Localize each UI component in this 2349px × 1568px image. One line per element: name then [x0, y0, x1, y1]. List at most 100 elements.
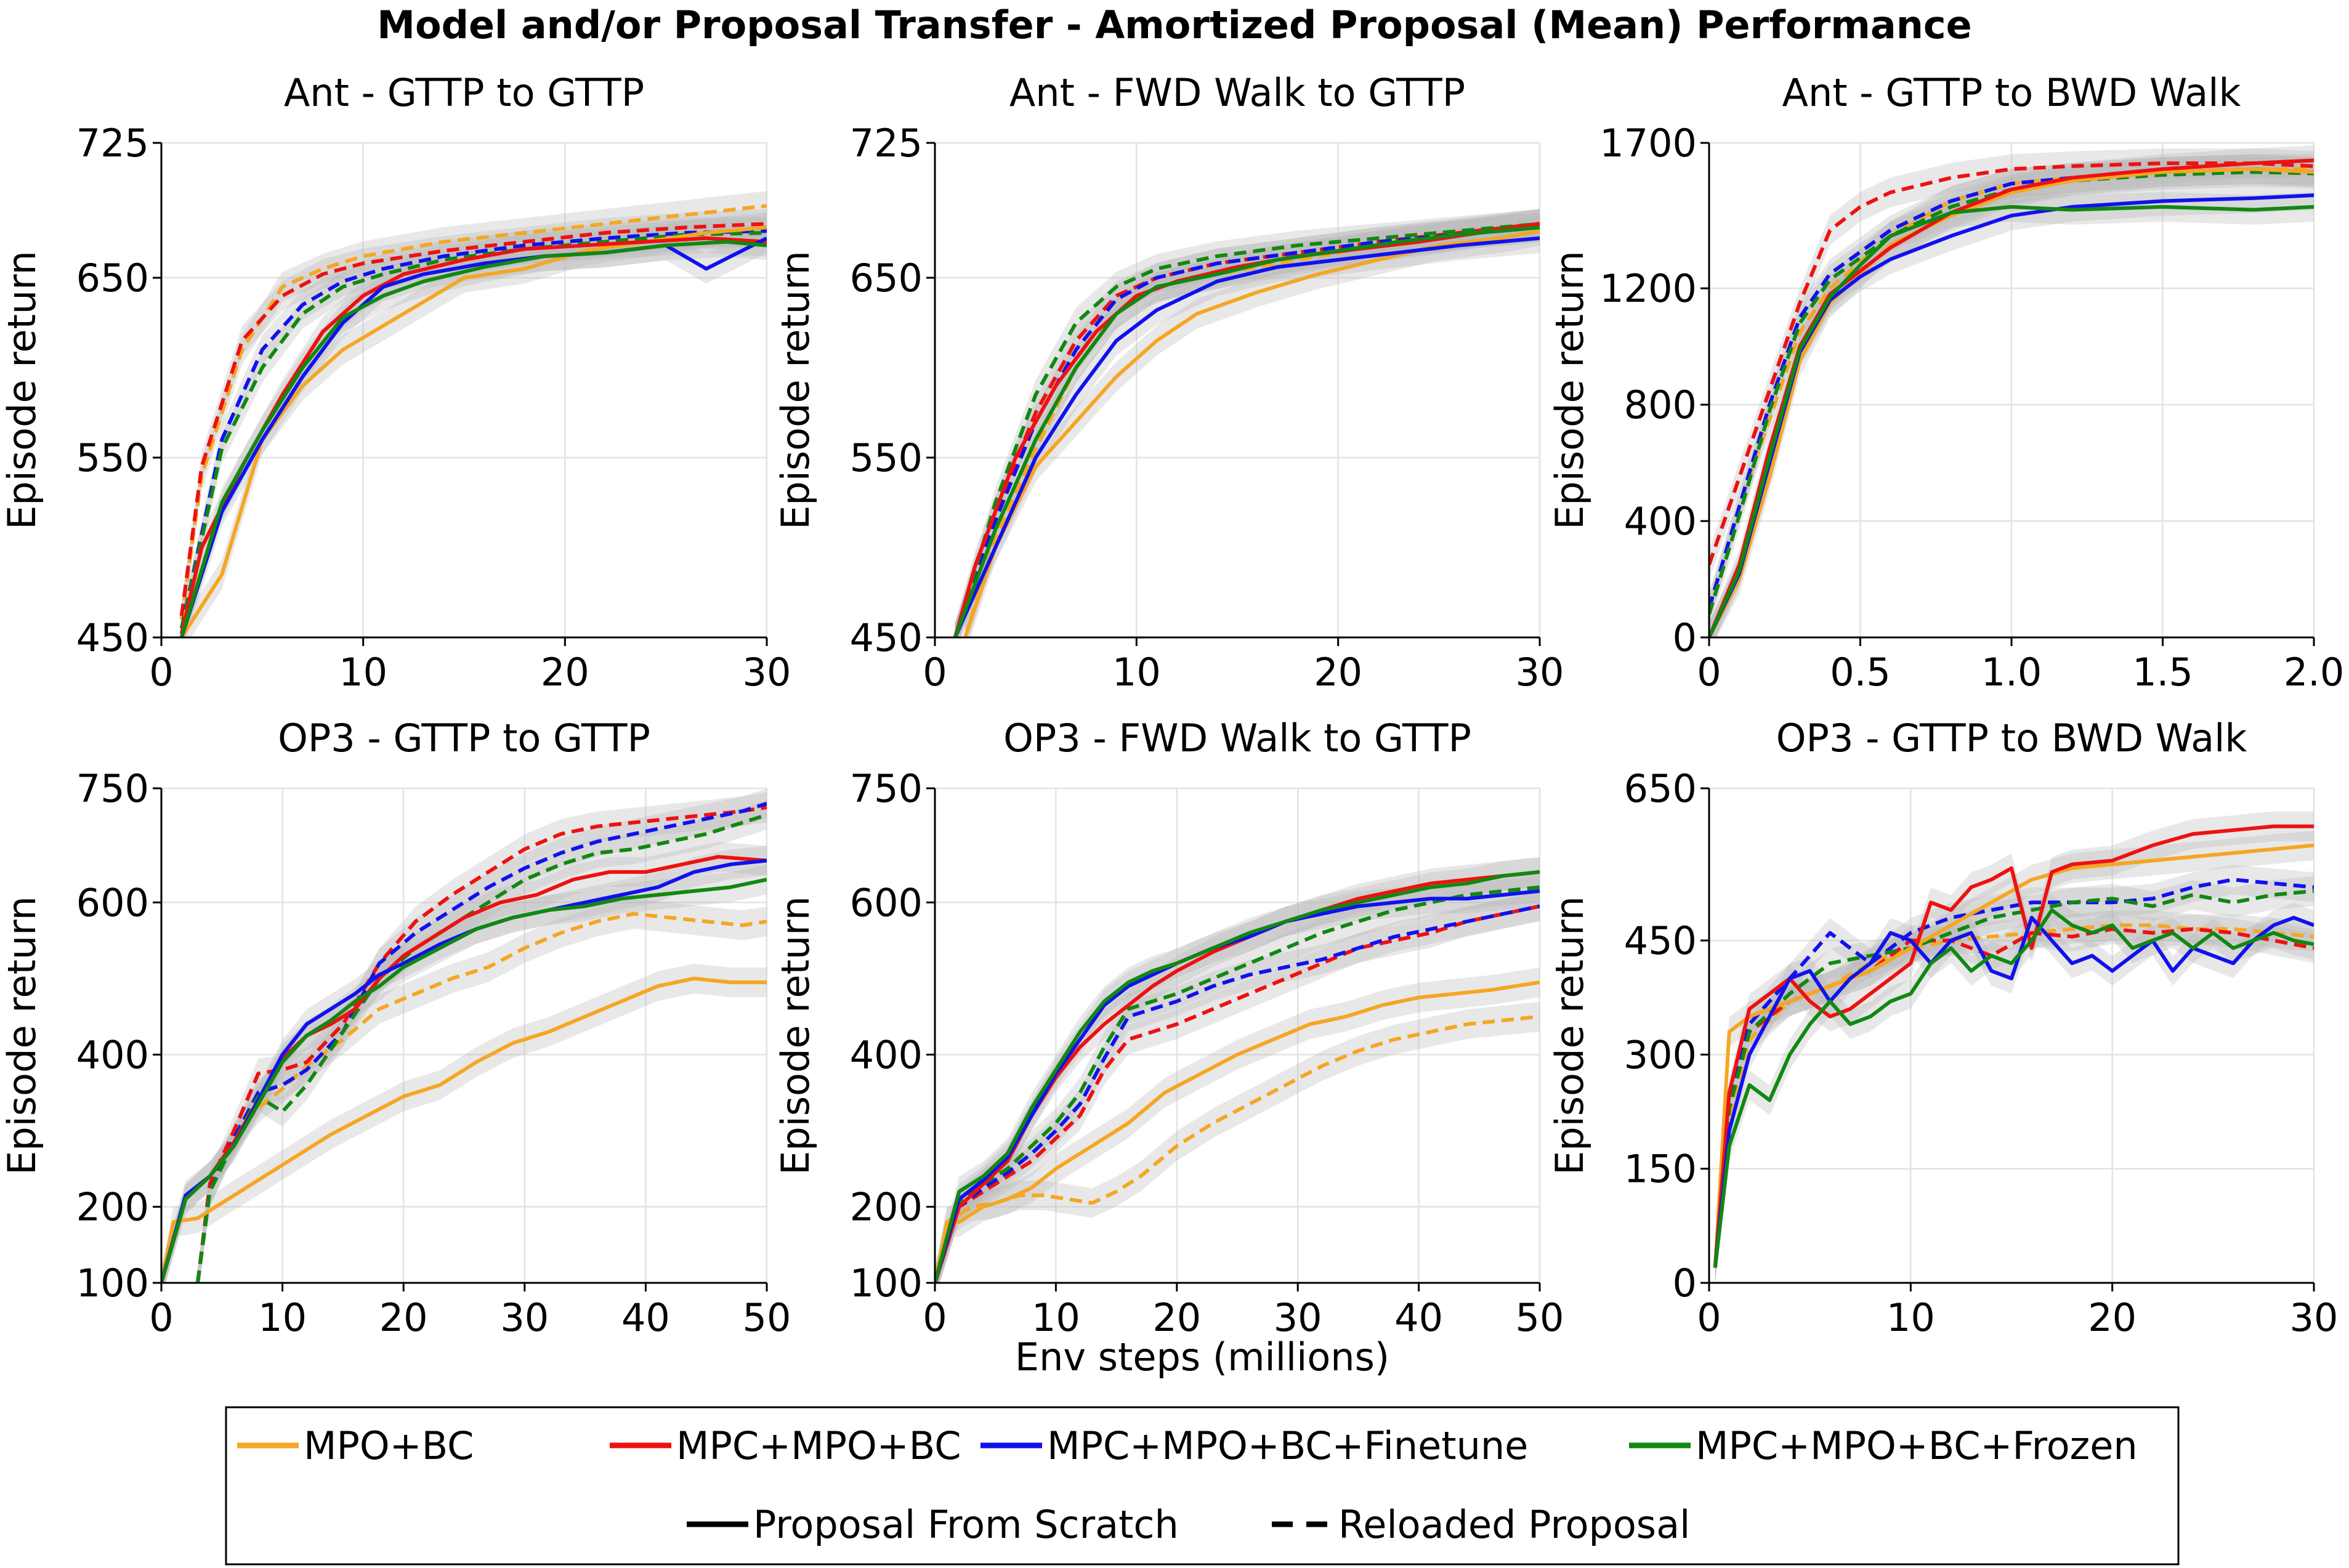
x-tick-label: 1.0 [1981, 650, 2042, 695]
x-tick-label: 50 [743, 1295, 791, 1340]
confidence-band [1709, 145, 2314, 637]
series-line-mpc-mpo-bc-reloaded [1713, 927, 2314, 1268]
series-line-mpc-mpo-bc-finetune-scratch [953, 236, 1540, 637]
series-line-mpo-bc-reloaded [179, 204, 767, 620]
plot-area [1713, 811, 2314, 1283]
y-tick-label: 1200 [1599, 266, 1697, 311]
plot-area [953, 209, 1540, 637]
series-line-mpc-mpo-bc-scratch [1709, 158, 2314, 637]
confidence-band [935, 967, 1540, 1283]
series-line-mpc-mpo-bc-frozen-scratch [935, 870, 1540, 1283]
y-tick-label: 650 [76, 256, 149, 301]
series-line-mpc-mpo-bc-frozen-reloaded [935, 885, 1540, 1283]
series-line-mpc-mpo-bc-frozen-scratch [161, 878, 767, 1283]
x-tick-label: 10 [1032, 1295, 1080, 1340]
y-tick-label: 150 [1624, 1147, 1697, 1192]
y-tick-label: 300 [1624, 1032, 1697, 1077]
x-tick-label: 30 [500, 1295, 549, 1340]
legend-style-label-reloaded-proposal: Reloaded Proposal [1338, 1502, 1690, 1547]
series-line-mpc-mpo-bc-frozen-scratch [1709, 204, 2314, 637]
y-tick-label: 450 [76, 615, 149, 660]
y-tick-label: 600 [850, 880, 923, 925]
chart-title: OP3 - GTTP to GTTP [278, 716, 650, 761]
x-tick-label: 20 [379, 1295, 428, 1340]
x-tick-label: 20 [2088, 1295, 2137, 1340]
y-tick-label: 400 [850, 1032, 923, 1077]
shared-x-axis-label: Env steps (millions) [1015, 1335, 1389, 1380]
series-line-mpc-mpo-bc-frozen-scratch [1713, 908, 2314, 1268]
confidence-band [197, 800, 767, 1283]
x-tick-label: 10 [1886, 1295, 1935, 1340]
chart-panel-op3-gttp-to-gttp: 0 10 20 30 40 50 100 200 400 600 750 OP3 - GTTP to … [0, 716, 791, 1340]
y-tick-label: 600 [76, 880, 149, 925]
x-tick-label: 0 [923, 1295, 947, 1340]
y-tick-label: 100 [850, 1261, 923, 1306]
series-line-mpo-bc-scratch [963, 229, 1540, 637]
x-tick-label: 10 [339, 650, 387, 695]
y-axis-label: Episode return [773, 251, 818, 530]
confidence-band [1715, 914, 2314, 1283]
x-tick-label: 0 [1697, 650, 1721, 695]
y-tick-label: 750 [76, 766, 149, 811]
x-tick-label: 40 [621, 1295, 670, 1340]
x-tick-label: 0 [149, 650, 173, 695]
x-tick-label: 2.0 [2284, 650, 2345, 695]
y-axis-label: Episode return [1547, 251, 1592, 530]
y-axis-label: Episode return [0, 896, 44, 1175]
y-tick-label: 800 [1624, 382, 1697, 427]
confidence-band [197, 899, 767, 1283]
x-tick-label: 20 [1314, 650, 1362, 695]
x-tick-label: 1.5 [2132, 650, 2193, 695]
series-line-mpc-mpo-bc-reloaded [935, 904, 1540, 1283]
confidence-band [965, 209, 1540, 637]
confidence-band [965, 216, 1540, 637]
chart-panel-ant-gttp-to-gttp: 0 10 20 30 450 550 650 725 Ant - GTTP to GTTP Epi… [0, 70, 791, 695]
series-line-mpc-mpo-bc-finetune-reloaded [1713, 878, 2314, 1268]
series-line-mpc-mpo-bc-reloaded [179, 222, 767, 616]
x-tick-label: 20 [1152, 1295, 1201, 1340]
y-tick-label: 400 [76, 1032, 149, 1077]
y-tick-label: 200 [850, 1184, 923, 1229]
y-tick-label: 650 [1624, 766, 1697, 811]
chart-title: Ant - GTTP to GTTP [284, 70, 644, 115]
y-tick-label: 1700 [1599, 121, 1697, 166]
y-tick-label: 100 [76, 1261, 149, 1306]
chart-title: Ant - FWD Walk to GTTP [1009, 70, 1465, 115]
chart-panel-op3-fwd-walk-to-gttp: 0 10 20 30 40 50 100 200 400 600 750 OP3 - FWD Walk… [773, 716, 1564, 1340]
series-line-mpc-mpo-bc-frozen-reloaded [1709, 170, 2314, 615]
series-line-mpo-bc-reloaded [1709, 167, 2314, 609]
series-line-mpc-mpo-bc-finetune-scratch [1713, 916, 2314, 1268]
plot-area [1709, 145, 2314, 637]
y-tick-label: 550 [76, 435, 149, 480]
y-tick-label: 400 [1624, 499, 1697, 544]
y-tick-label: 450 [1624, 918, 1697, 963]
series-line-mpo-bc-scratch [161, 976, 767, 1283]
x-tick-label: 0.5 [1830, 650, 1891, 695]
y-tick-label: 750 [850, 766, 923, 811]
legend-label-mpc-mpo-bc-frozen: MPC+MPO+BC+Frozen [1696, 1423, 2138, 1468]
x-tick-label: 0 [149, 1295, 173, 1340]
y-tick-label: 0 [1673, 615, 1697, 660]
x-tick-label: 30 [1274, 1295, 1322, 1340]
legend-label-mpc-mpo-bc: MPC+MPO+BC [676, 1423, 961, 1468]
y-tick-label: 725 [76, 121, 149, 166]
y-tick-label: 725 [850, 121, 923, 166]
y-tick-label: 450 [850, 615, 923, 660]
series-line-mpo-bc-reloaded [196, 911, 767, 1283]
y-tick-label: 200 [76, 1184, 149, 1229]
legend-frame [225, 1406, 2180, 1566]
series-line-mpo-bc-scratch [1709, 167, 2314, 637]
chart-title: OP3 - FWD Walk to GTTP [1003, 716, 1471, 761]
legend-series-row: MPO+BC MPC+MPO+BC MPC+MPO+BC+Finetune MPC+M… [237, 1423, 2138, 1468]
legend-label-mpc-mpo-bc-finetune: MPC+MPO+BC+Finetune [1047, 1423, 1528, 1468]
series-line-mpc-mpo-bc-finetune-reloaded [935, 904, 1540, 1283]
x-tick-label: 0 [923, 650, 947, 695]
chart-title: OP3 - GTTP to BWD Walk [1776, 716, 2247, 761]
x-tick-label: 10 [1112, 650, 1161, 695]
x-tick-label: 40 [1394, 1295, 1443, 1340]
plot-area [935, 857, 1540, 1283]
panels: 0 10 20 30 450 550 650 725 Ant - GTTP to GTTP Epi… [0, 70, 2344, 1340]
legend-style-row: Proposal From Scratch Reloaded Proposal [687, 1502, 1690, 1547]
